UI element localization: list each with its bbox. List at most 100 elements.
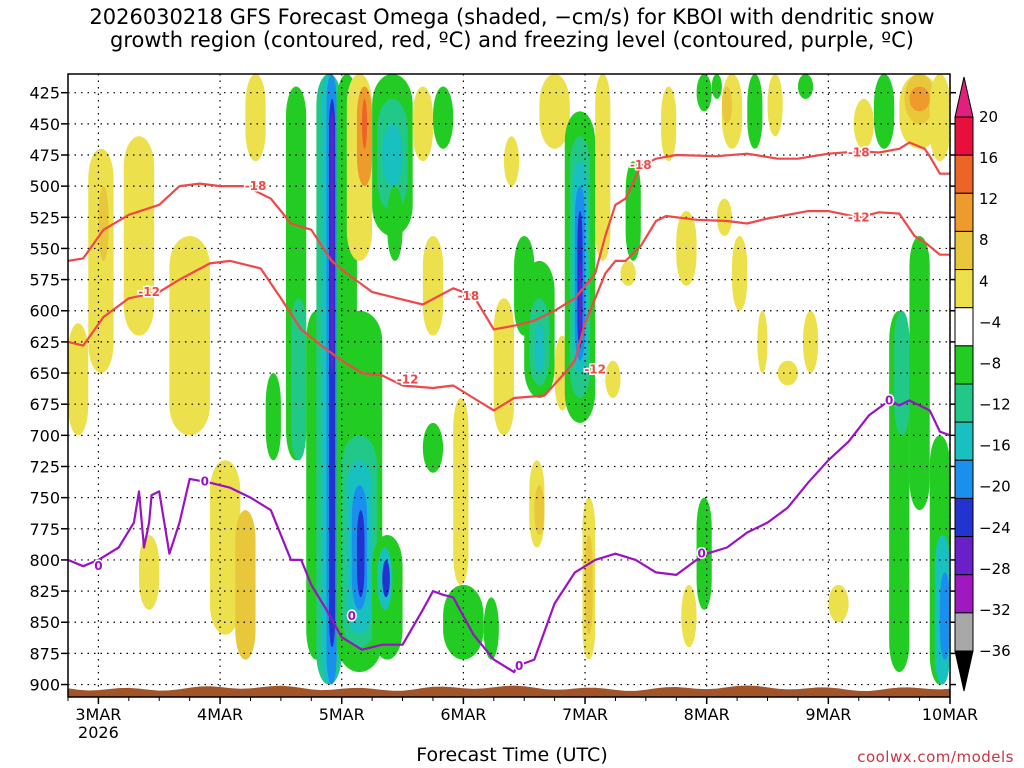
omega-cell [382, 123, 403, 187]
omega-shading [68, 74, 950, 685]
x-tick-label: 8MAR [684, 705, 730, 724]
contour-label: -18 [458, 289, 480, 303]
omega-cell [909, 86, 930, 112]
omega-cell [696, 497, 712, 610]
y-tick-label: 475 [29, 146, 60, 165]
y-tick-label: 800 [29, 551, 60, 570]
y-tick-label: 625 [29, 333, 60, 352]
site-credit[interactable]: coolwx.com/models [857, 748, 1014, 766]
freezing-level-contour [68, 399, 950, 674]
y-tick-label: 700 [29, 426, 60, 445]
omega-cell [625, 161, 641, 261]
contour-label: 0 [515, 659, 523, 673]
colorbar-label: 16 [979, 149, 998, 167]
colorbar-label: −16 [979, 437, 1011, 455]
omega-cell [716, 198, 733, 236]
contour-labels: -18 -12 -18 -12 -12 -18 -18 -12 0 0 0 0 0 0 [93, 144, 895, 674]
x-tick-label: 10MAR [922, 705, 978, 724]
omega-cell [412, 86, 433, 162]
chart-title: 2026030218 GFS Forecast Omega (shaded, −… [0, 6, 1024, 52]
omega-cell [767, 74, 783, 137]
omega-cell [828, 584, 849, 623]
y-tick-label: 525 [29, 208, 60, 227]
omega-cell [803, 310, 819, 374]
omega-cell [747, 74, 763, 149]
omega-cell [453, 397, 469, 585]
colorbar: 20 16 12 8 4 −4 −8 −12 −16 −20 −24 −28 −32 −36 [954, 76, 1011, 692]
omega-cell [356, 510, 365, 598]
colorbar-top-arrow [954, 76, 974, 118]
colorbar-bottom-arrow [954, 650, 974, 692]
colorbar-bin [954, 116, 974, 156]
omega-cell [330, 111, 334, 374]
colorbar-label: −32 [979, 601, 1011, 619]
colorbar-label: −24 [979, 519, 1011, 537]
dgz-contour [68, 210, 950, 412]
omega-cell [88, 148, 114, 374]
colorbar-bin [954, 192, 974, 232]
dgz-contour [68, 141, 950, 331]
colorbar-label: −8 [979, 354, 1001, 372]
omega-cell [595, 74, 611, 261]
y-tick-label: 900 [29, 676, 60, 695]
contour-label: -12 [397, 372, 419, 386]
x-tick-label: 4MAR [197, 705, 243, 724]
y-tick-label: 450 [29, 115, 60, 134]
omega-cell [98, 186, 109, 261]
y-axis: 425 450 475 500 525 550 575 600 625 650 675 700 725 7… [29, 84, 956, 695]
omega-cell [123, 136, 155, 336]
x-tick-label: 5MAR [319, 705, 365, 724]
y-tick-label: 875 [29, 644, 60, 663]
omega-cell [443, 584, 484, 660]
omega-cell [681, 584, 697, 648]
omega-cell [732, 235, 748, 311]
contour-label: 0 [348, 609, 356, 623]
plot-area: -18 -12 -18 -12 -12 -18 -18 -12 0 0 0 0 0 0 [67, 73, 951, 698]
colorbar-bin [954, 383, 974, 423]
colorbar-label: −20 [979, 478, 1011, 496]
omega-cell [605, 360, 621, 398]
omega-cell [711, 74, 722, 99]
x-tick-label: 9MAR [805, 705, 851, 724]
contour-label: -18 [630, 158, 652, 172]
colorbar-bin [954, 536, 974, 576]
colorbar-bin [954, 612, 974, 652]
colorbar-bin [954, 345, 974, 385]
omega-cell [534, 485, 545, 536]
chart-title-line2: growth region (contoured, red, ºC) and f… [110, 28, 914, 52]
y-tick-label: 575 [29, 271, 60, 290]
colorbar-bin [954, 574, 974, 614]
colorbar-bin [954, 154, 974, 194]
y-tick-label: 850 [29, 613, 60, 632]
contour-label: 0 [885, 393, 893, 407]
colorbar-bin [954, 497, 974, 538]
omega-cell [422, 235, 444, 336]
x-tick-label: 6MAR [440, 705, 486, 724]
omega-cell [503, 136, 520, 187]
x-tick-label: 7MAR [562, 705, 608, 724]
colorbar-label: 8 [979, 231, 989, 249]
omega-cell [291, 298, 307, 461]
colorbar-label: 12 [979, 190, 998, 208]
colorbar-bin [954, 459, 974, 499]
contour-label: -12 [848, 210, 870, 224]
omega-cell [382, 559, 390, 598]
chart-title-line1: 2026030218 GFS Forecast Omega (shaded, −… [89, 5, 935, 29]
omega-cell [578, 260, 582, 336]
omega-cell [235, 510, 256, 660]
colorbar-label: −4 [979, 313, 1001, 331]
omega-cell [696, 74, 712, 112]
y-tick-label: 500 [29, 177, 60, 196]
omega-cell [757, 310, 768, 374]
omega-cell [939, 572, 950, 660]
contour-label: -12 [584, 362, 606, 376]
colorbar-label: −36 [979, 642, 1011, 660]
colorbar-bin [954, 269, 974, 309]
gridlines [68, 74, 951, 697]
omega-cell [777, 360, 798, 386]
y-tick-label: 775 [29, 520, 60, 539]
colorbar-bin [954, 230, 974, 271]
omega-cell [873, 74, 895, 149]
